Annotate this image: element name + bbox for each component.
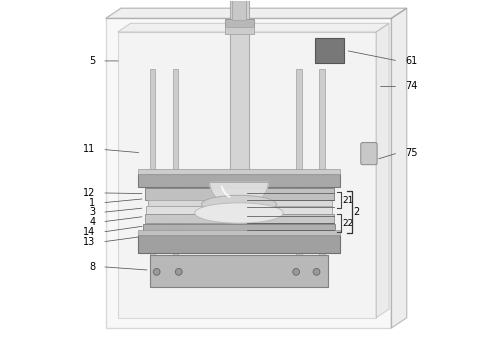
FancyBboxPatch shape — [105, 19, 392, 328]
FancyBboxPatch shape — [148, 200, 332, 206]
FancyBboxPatch shape — [225, 27, 253, 34]
FancyBboxPatch shape — [225, 20, 253, 27]
Text: 12: 12 — [83, 188, 95, 198]
FancyBboxPatch shape — [147, 206, 332, 214]
Text: 22: 22 — [342, 219, 354, 228]
Polygon shape — [376, 23, 389, 318]
Text: 2: 2 — [353, 207, 359, 217]
Text: 11: 11 — [83, 144, 95, 154]
Text: 3: 3 — [89, 207, 95, 217]
Circle shape — [313, 269, 320, 275]
FancyBboxPatch shape — [117, 32, 376, 318]
Circle shape — [293, 269, 300, 275]
Text: 75: 75 — [405, 148, 417, 158]
Polygon shape — [392, 8, 407, 328]
Text: 14: 14 — [83, 227, 95, 237]
Text: 221: 221 — [245, 211, 262, 220]
Text: 61: 61 — [405, 56, 417, 66]
Polygon shape — [105, 8, 407, 19]
Text: 74: 74 — [405, 81, 417, 92]
FancyBboxPatch shape — [145, 188, 333, 200]
Text: 1: 1 — [89, 198, 95, 208]
FancyBboxPatch shape — [296, 69, 302, 267]
FancyBboxPatch shape — [173, 69, 178, 267]
Circle shape — [153, 269, 160, 275]
Text: 212: 212 — [245, 196, 262, 204]
FancyBboxPatch shape — [232, 0, 247, 20]
FancyBboxPatch shape — [361, 143, 377, 165]
FancyBboxPatch shape — [138, 174, 340, 187]
FancyBboxPatch shape — [143, 224, 335, 234]
Text: 211: 211 — [245, 188, 262, 198]
FancyBboxPatch shape — [138, 169, 340, 174]
Polygon shape — [117, 23, 389, 32]
Circle shape — [175, 269, 182, 275]
Text: 213: 213 — [245, 203, 262, 212]
Polygon shape — [210, 182, 268, 207]
Text: 21: 21 — [342, 196, 354, 204]
FancyBboxPatch shape — [150, 255, 329, 287]
Text: 8: 8 — [89, 262, 95, 272]
FancyBboxPatch shape — [230, 0, 248, 182]
Ellipse shape — [195, 203, 283, 223]
Text: 222: 222 — [245, 218, 262, 227]
FancyBboxPatch shape — [319, 69, 325, 267]
Text: 13: 13 — [83, 237, 95, 247]
FancyBboxPatch shape — [315, 38, 344, 63]
Text: 5: 5 — [89, 56, 95, 66]
Text: 223: 223 — [245, 225, 262, 235]
FancyBboxPatch shape — [138, 235, 340, 253]
FancyBboxPatch shape — [138, 230, 340, 235]
Ellipse shape — [202, 195, 276, 213]
FancyBboxPatch shape — [145, 214, 333, 223]
FancyBboxPatch shape — [150, 69, 155, 267]
Text: 4: 4 — [89, 217, 95, 227]
